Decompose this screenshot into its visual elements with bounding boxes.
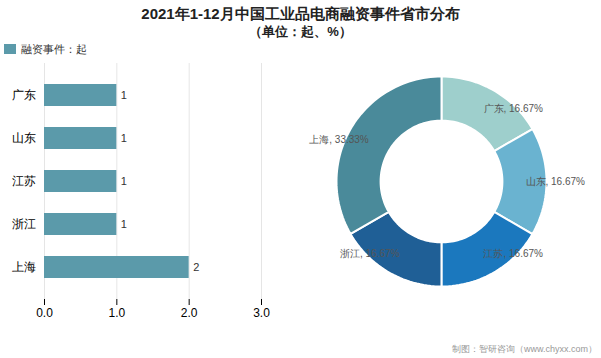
svg-text:上海: 上海 [12,260,36,274]
svg-text:上海, 33.33%: 上海, 33.33% [309,134,369,145]
svg-text:广东, 16.67%: 广东, 16.67% [484,103,544,114]
html-text:2021年1-12月中国工业品电商融资事件省市分布: 2021年1-12月中国工业品电商融资事件省市分布 [141,5,460,22]
svg-text:1: 1 [121,132,127,144]
svg-text:江苏, 16.67%: 江苏, 16.67% [483,248,543,259]
svg-text:1: 1 [121,218,127,230]
svg-text:0.0: 0.0 [36,306,53,320]
svg-text:2.0: 2.0 [181,306,198,320]
svg-text:山东: 山东 [12,131,36,145]
svg-text:3.0: 3.0 [253,306,270,320]
svg-text:2: 2 [193,261,199,273]
svg-text:浙江, 16.67%: 浙江, 16.67% [340,248,400,259]
svg-text:1: 1 [121,89,127,101]
svg-text:江苏: 江苏 [12,174,36,188]
svg-text:1.0: 1.0 [108,306,125,320]
svg-text:山东, 16.67%: 山东, 16.67% [526,176,586,187]
html-text:制图：智研咨询（www.chyxx.com）: 制图：智研咨询（www.chyxx.com） [452,344,597,354]
svg-text:1: 1 [121,175,127,187]
svg-text:浙江: 浙江 [12,217,36,231]
html-text:（单位：起、%）: （单位：起、%） [249,24,352,39]
html-text:融资事件：起: 融资事件：起 [21,43,87,55]
svg-text:广东: 广东 [12,88,36,102]
